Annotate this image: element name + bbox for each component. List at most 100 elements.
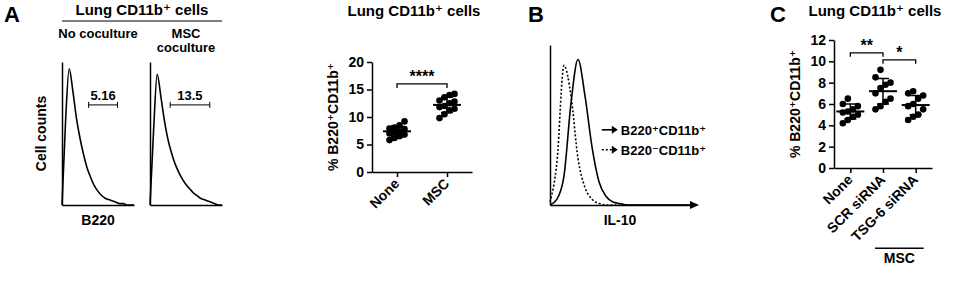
y-axis bbox=[150, 63, 151, 206]
plot-area bbox=[383, 91, 461, 144]
tick-label: MSC bbox=[419, 175, 452, 208]
tick-mark bbox=[883, 168, 885, 173]
plot-area bbox=[62, 69, 134, 205]
axis-arrowhead bbox=[690, 201, 699, 209]
tick-mark bbox=[829, 61, 834, 63]
axis-line bbox=[550, 46, 552, 206]
legend-marker bbox=[602, 149, 613, 151]
tick: 10 bbox=[810, 53, 834, 69]
y-axis bbox=[62, 63, 63, 206]
legend-marker bbox=[602, 129, 613, 131]
tick-mark bbox=[850, 168, 852, 173]
tick: 0 bbox=[356, 164, 372, 180]
tick: 15 bbox=[348, 81, 372, 97]
y-axis bbox=[550, 46, 551, 206]
tick: 4 bbox=[818, 117, 834, 133]
tick: 8 bbox=[818, 75, 834, 91]
tick-label: 8 bbox=[818, 75, 826, 91]
significance-label: **** bbox=[410, 68, 436, 85]
y-axis: 0 2 4 6 8 10 12 bbox=[810, 32, 834, 176]
x-axis: NoneSCR siRNATSG-6 siRNA bbox=[820, 168, 933, 244]
legend-arrowhead bbox=[612, 146, 618, 154]
plot-area bbox=[836, 67, 929, 127]
axis-line bbox=[62, 63, 64, 206]
x-axis bbox=[551, 205, 691, 206]
significance-label: ** bbox=[860, 37, 873, 54]
tick-label: 2 bbox=[818, 139, 826, 155]
tick: 0 bbox=[818, 160, 834, 176]
tick-mark bbox=[829, 168, 834, 170]
tick-mark bbox=[367, 117, 372, 119]
data-point bbox=[451, 105, 458, 112]
x-axis bbox=[63, 205, 135, 206]
tick: 2 bbox=[818, 139, 834, 155]
x-axis: None MSC bbox=[366, 172, 472, 211]
gate-label: 13.5 bbox=[177, 88, 202, 103]
tick: 20 bbox=[348, 54, 372, 70]
tick-label: 15 bbox=[348, 81, 364, 97]
tick-label: TSG-6 siRNA bbox=[848, 171, 921, 244]
figure: A 5.16 Lung CD11b⁺ cells No coculture Cell c… bbox=[0, 0, 965, 281]
tick-mark bbox=[915, 168, 917, 173]
group-label: MSC bbox=[884, 250, 915, 266]
tick-label: 0 bbox=[356, 164, 364, 180]
tick-label: 10 bbox=[810, 53, 826, 69]
tick-mark bbox=[447, 172, 449, 177]
error-bar bbox=[441, 97, 453, 112]
tick-mark bbox=[397, 172, 399, 177]
y-axis: 05101520 bbox=[348, 54, 372, 180]
y-axis-title: % B220⁺CD11b⁺ bbox=[787, 50, 803, 158]
legend-item: B220⁺CD11b⁺ bbox=[602, 123, 706, 138]
tick-mark bbox=[367, 172, 372, 174]
data-point bbox=[920, 106, 927, 113]
axis-line bbox=[150, 63, 152, 206]
title: Lung CD11b⁺ cells bbox=[348, 2, 481, 19]
group-bracket bbox=[875, 248, 924, 250]
error-bar bbox=[910, 95, 922, 114]
tick-mark bbox=[829, 40, 834, 42]
axis-line bbox=[373, 172, 473, 174]
tick-label: 4 bbox=[818, 117, 826, 133]
gate-label: 5.16 bbox=[90, 88, 115, 103]
data-point bbox=[905, 103, 912, 110]
legend-arrowhead bbox=[612, 126, 618, 134]
title: Lung CD11b⁺ cells bbox=[809, 2, 942, 19]
title: Lung CD11b⁺ cells bbox=[76, 1, 209, 18]
error-bar bbox=[391, 126, 403, 137]
x-axis bbox=[151, 205, 223, 206]
panel-letter: A bbox=[4, 2, 20, 27]
panel-letter: C bbox=[770, 2, 786, 27]
panel-letter: B bbox=[528, 2, 544, 27]
histogram-curve bbox=[150, 74, 222, 205]
tick: 6 bbox=[818, 96, 834, 112]
data-point bbox=[401, 118, 408, 125]
histogram-curve bbox=[62, 69, 134, 205]
tick-label: 20 bbox=[348, 54, 364, 70]
data-point bbox=[840, 109, 847, 116]
tick: 10 bbox=[348, 109, 372, 125]
tick-label: 10 bbox=[348, 109, 364, 125]
tick-mark bbox=[829, 146, 834, 148]
tick-mark bbox=[829, 104, 834, 106]
tick-mark bbox=[829, 82, 834, 84]
data-point bbox=[877, 67, 884, 74]
tick: None bbox=[366, 172, 402, 211]
tick: TSG-6 siRNA bbox=[848, 168, 921, 244]
y-axis-title: Cell counts bbox=[33, 96, 49, 172]
data-point bbox=[872, 74, 879, 81]
tick: 12 bbox=[810, 32, 834, 48]
legend-label: B220⁻CD11b⁺ bbox=[621, 143, 706, 158]
tick-label: 12 bbox=[810, 32, 826, 48]
axis-line bbox=[151, 205, 223, 207]
tick-mark bbox=[367, 144, 372, 146]
x-axis-title: IL-10 bbox=[604, 212, 637, 228]
tick-label: 6 bbox=[818, 96, 826, 112]
data-point bbox=[436, 115, 443, 122]
data-point bbox=[845, 95, 852, 102]
axis-line bbox=[551, 205, 691, 207]
data-point bbox=[386, 137, 393, 144]
subtitle: No coculture bbox=[58, 26, 137, 41]
plot-area bbox=[150, 74, 222, 205]
error-bar bbox=[877, 78, 889, 104]
tick-mark bbox=[829, 125, 834, 127]
